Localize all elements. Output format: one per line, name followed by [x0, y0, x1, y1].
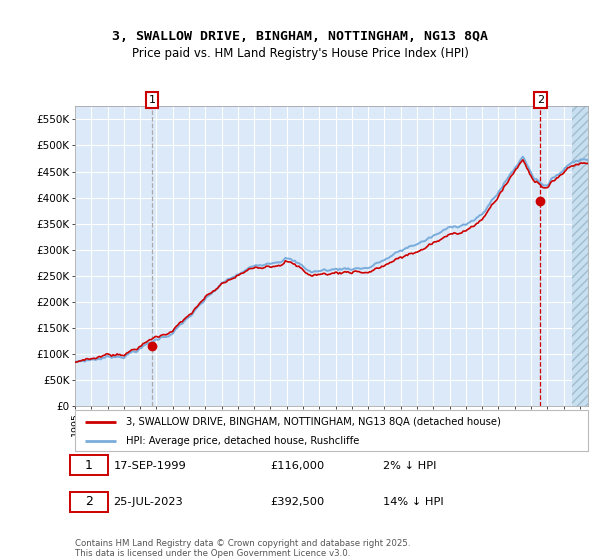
Text: Price paid vs. HM Land Registry's House Price Index (HPI): Price paid vs. HM Land Registry's House …	[131, 46, 469, 60]
FancyBboxPatch shape	[70, 492, 109, 511]
Text: 1: 1	[148, 95, 155, 105]
Text: £116,000: £116,000	[270, 461, 324, 470]
Text: 2: 2	[85, 496, 93, 508]
Text: 1: 1	[85, 459, 93, 472]
FancyBboxPatch shape	[75, 410, 588, 451]
Text: 17-SEP-1999: 17-SEP-1999	[113, 461, 186, 470]
Text: 2: 2	[537, 95, 544, 105]
Text: 3, SWALLOW DRIVE, BINGHAM, NOTTINGHAM, NG13 8QA (detached house): 3, SWALLOW DRIVE, BINGHAM, NOTTINGHAM, N…	[127, 417, 501, 427]
Text: 3, SWALLOW DRIVE, BINGHAM, NOTTINGHAM, NG13 8QA: 3, SWALLOW DRIVE, BINGHAM, NOTTINGHAM, N…	[112, 30, 488, 43]
Text: HPI: Average price, detached house, Rushcliffe: HPI: Average price, detached house, Rush…	[127, 436, 359, 446]
Text: Contains HM Land Registry data © Crown copyright and database right 2025.
This d: Contains HM Land Registry data © Crown c…	[75, 539, 410, 558]
Text: £392,500: £392,500	[270, 497, 324, 507]
Text: 2% ↓ HPI: 2% ↓ HPI	[383, 461, 436, 470]
Bar	[572, 106, 588, 406]
Text: 25-JUL-2023: 25-JUL-2023	[113, 497, 183, 507]
FancyBboxPatch shape	[70, 455, 109, 475]
Text: 14% ↓ HPI: 14% ↓ HPI	[383, 497, 443, 507]
